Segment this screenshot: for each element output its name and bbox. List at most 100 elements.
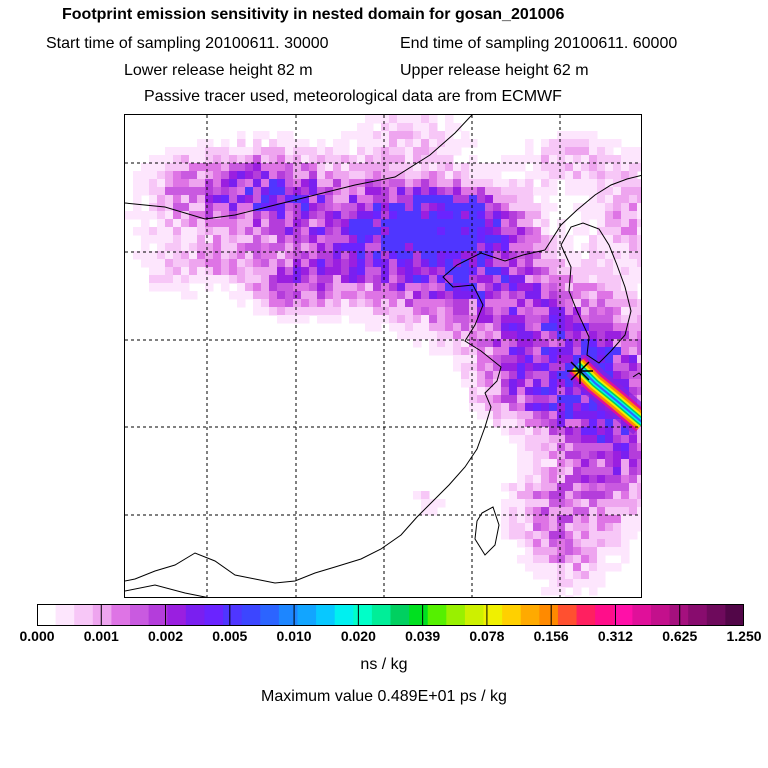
heatmap-cell	[405, 187, 414, 196]
heatmap-cell	[141, 163, 150, 172]
heatmap-cell	[309, 275, 318, 284]
heatmap-cell	[525, 347, 534, 356]
heatmap-cell	[605, 419, 614, 428]
heatmap-cell	[509, 531, 518, 540]
heatmap-cell	[517, 395, 526, 404]
heatmap-cell	[533, 339, 542, 348]
heatmap-cell	[221, 163, 230, 172]
heatmap-cell	[437, 179, 446, 188]
heatmap-cell	[269, 203, 278, 212]
heatmap-cell	[501, 347, 510, 356]
heatmap-cell	[557, 331, 566, 340]
heatmap-cell	[557, 219, 566, 228]
heatmap-cell	[629, 483, 638, 492]
heatmap-cell	[597, 427, 606, 436]
heatmap-cell	[509, 491, 518, 500]
heatmap-cell	[341, 131, 350, 140]
heatmap-cell	[549, 419, 558, 428]
heatmap-cell	[437, 211, 446, 220]
heatmap-cell	[597, 139, 606, 148]
heatmap-cell	[517, 475, 526, 484]
heatmap-cell	[389, 123, 398, 132]
heatmap-cell	[261, 251, 270, 260]
receptor-star-icon	[567, 358, 593, 384]
colorbar-cell	[316, 604, 336, 626]
heatmap-cell	[389, 315, 398, 324]
heatmap-cell	[389, 219, 398, 228]
heatmap-cell	[173, 195, 182, 204]
heatmap-cell	[253, 131, 262, 140]
heatmap-cell	[573, 587, 582, 596]
heatmap-cell	[341, 139, 350, 148]
heatmap-cell	[477, 307, 486, 316]
heatmap-cell	[261, 155, 270, 164]
heatmap-cell	[333, 195, 342, 204]
heatmap-cell	[485, 195, 494, 204]
heatmap-cell	[501, 379, 510, 388]
heatmap-cell	[533, 411, 542, 420]
heatmap-cell	[605, 355, 614, 364]
heatmap-cell	[205, 211, 214, 220]
heatmap-cell	[549, 275, 558, 284]
heatmap-cell	[613, 483, 622, 492]
heatmap-cell	[293, 187, 302, 196]
heatmap-cell	[573, 163, 582, 172]
heatmap-cell	[285, 267, 294, 276]
heatmap-cell	[469, 387, 478, 396]
heatmap-cell	[285, 179, 294, 188]
heatmap-cell	[413, 187, 422, 196]
heatmap-cell	[581, 459, 590, 468]
heatmap-cell	[277, 195, 286, 204]
heatmap-cell	[485, 179, 494, 188]
heatmap-cell	[557, 435, 566, 444]
heatmap-cell	[405, 267, 414, 276]
heatmap-cell	[333, 259, 342, 268]
heatmap-cell	[541, 179, 550, 188]
map-plot	[124, 114, 642, 598]
heatmap-cell	[565, 139, 574, 148]
heatmap-cell	[597, 531, 606, 540]
heatmap-cell	[525, 187, 534, 196]
heatmap-cell	[397, 259, 406, 268]
heatmap-cell	[181, 195, 190, 204]
heatmap-cell	[581, 203, 590, 212]
heatmap-cell	[637, 195, 641, 204]
heatmap-cell	[421, 259, 430, 268]
heatmap-cell	[261, 227, 270, 236]
heatmap-cell	[477, 211, 486, 220]
heatmap-cell	[613, 499, 622, 508]
heatmap-cell	[437, 219, 446, 228]
heatmap-cell	[493, 307, 502, 316]
heatmap-cell	[405, 235, 414, 244]
heatmap-cell	[629, 171, 638, 180]
heatmap-cell	[429, 299, 438, 308]
heatmap-cell	[549, 331, 558, 340]
heatmap-cell	[493, 163, 502, 172]
heatmap-cell	[485, 267, 494, 276]
heatmap-cell	[501, 331, 510, 340]
heatmap-cell	[597, 275, 606, 284]
heatmap-cell	[405, 155, 414, 164]
heatmap-cell	[181, 267, 190, 276]
heatmap-cell	[581, 563, 590, 572]
heatmap-cell	[269, 259, 278, 268]
heatmap-cell	[141, 251, 150, 260]
heatmap-cell	[573, 523, 582, 532]
heatmap-cell	[549, 371, 558, 380]
heatmap-cell	[397, 243, 406, 252]
heatmap-cell	[605, 467, 614, 476]
heatmap-cell	[205, 147, 214, 156]
heatmap-cell	[445, 251, 454, 260]
heatmap-cell	[397, 283, 406, 292]
heatmap-cell	[549, 243, 558, 252]
heatmap-cell	[485, 363, 494, 372]
heatmap-cell	[549, 235, 558, 244]
heatmap-cell	[285, 291, 294, 300]
heatmap-cell	[421, 331, 430, 340]
heatmap-cell	[493, 411, 502, 420]
heatmap-cell	[533, 371, 542, 380]
heatmap-cell	[589, 171, 598, 180]
colorbar	[37, 604, 744, 626]
heatmap-cell	[501, 251, 510, 260]
heatmap-cell	[501, 395, 510, 404]
